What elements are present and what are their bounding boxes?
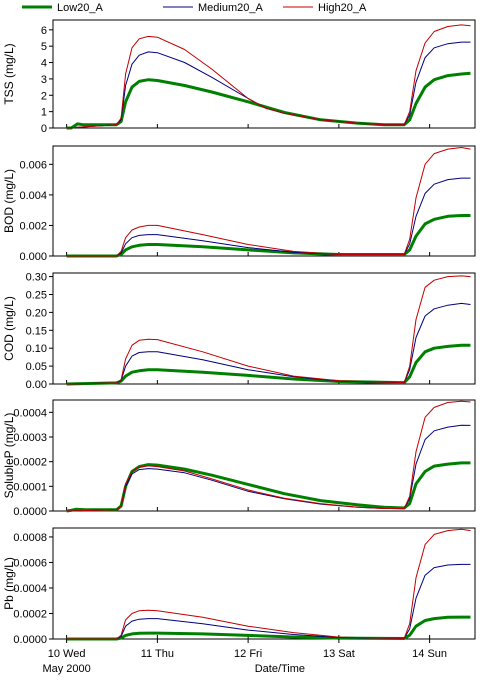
panel-2-y-tick-label: 0.004 [19, 190, 47, 202]
x-tick-label-12: 12 Fri [234, 648, 262, 660]
panel-2-y-tick-label: 0.002 [19, 220, 47, 232]
panel-1-y-axis-label: TSS (mg/L) [2, 43, 16, 104]
panel-4-y-axis-label: SolubleP (mg/L) [2, 413, 16, 499]
panel-5-y-tick-label: 0.0006 [13, 557, 47, 569]
panel-2-y-axis-label: BOD (mg/L) [2, 169, 16, 233]
panel-3-frame [52, 272, 476, 385]
panel-5-y-tick-label: 0.0000 [13, 634, 47, 646]
x-tick-label-10: 10 Wed [48, 648, 86, 660]
panel-3-series-low20-a [66, 343, 471, 386]
panel-1-y-tick-label: 2 [41, 90, 47, 102]
panel-2-frame [52, 145, 476, 257]
panel-5-y-tick-label: 0.0004 [13, 583, 47, 595]
x-tick-label-14: 14 Sun [412, 648, 447, 660]
panel-4-y-tick-label: 0.0004 [13, 407, 47, 419]
panel-5-y-tick-label: 0.0002 [13, 608, 47, 620]
x-tick-label-13: 13 Sat [323, 648, 355, 660]
panel-3-y-tick-label: 0.00 [26, 379, 47, 391]
panel-5-y-tick-label: 0.0008 [13, 532, 47, 544]
legend-label-high20-a: High20_A [318, 2, 367, 14]
panel-5-series-low20-a [66, 615, 471, 641]
panel-3-series-high20-a [66, 275, 471, 385]
x-axis-sub-label: May 2000 [42, 663, 90, 675]
panel-5-series-high20-a [66, 528, 471, 640]
panel-1-y-tick-label: 0 [41, 123, 47, 135]
panel-3-y-tick-label: 0.30 [26, 272, 47, 284]
panel-1-series-high20-a [66, 24, 471, 129]
panel-4-y-tick-label: 0.0002 [13, 457, 47, 469]
panel-3-y-tick-label: 0.15 [26, 325, 47, 337]
legend-label-medium20-a: Medium20_A [198, 2, 263, 14]
panel-2-y-tick-label: 0.000 [19, 251, 47, 263]
panel-1-y-tick-label: 4 [41, 58, 47, 70]
panel-1-y-tick-label: 3 [41, 74, 47, 86]
panel-4-y-tick-label: 0.0001 [13, 481, 47, 493]
panel-2-series-high20-a [66, 147, 471, 257]
panel-4-series-high20-a [66, 400, 471, 512]
panel-3-y-tick-label: 0.20 [26, 307, 47, 319]
panel-2-series-medium20-a [66, 177, 471, 257]
panel-3-y-axis-label: COD (mg/L) [2, 296, 16, 361]
panel-1-y-tick-label: 5 [41, 41, 47, 53]
legend-label-low20-a: Low20_A [57, 2, 104, 14]
panel-4-y-tick-label: 0.0000 [13, 506, 47, 518]
panel-3-y-tick-label: 0.25 [26, 289, 47, 301]
panel-2-y-tick-label: 0.006 [19, 159, 47, 171]
panel-5-series-medium20-a [66, 563, 471, 640]
panel-1-y-tick-label: 1 [41, 107, 47, 119]
panel-3-y-tick-label: 0.05 [26, 361, 47, 373]
x-axis-label: Date/Time [255, 663, 305, 675]
panel-4-y-tick-label: 0.0003 [13, 432, 47, 444]
panel-3-y-tick-label: 0.10 [26, 343, 47, 355]
panel-3-series-medium20-a [66, 302, 471, 385]
panel-1-y-tick-label: 6 [41, 25, 47, 37]
x-tick-label-11: 11 Thu [141, 648, 174, 660]
panel-5-y-axis-label: Pb (mg/L) [2, 557, 16, 610]
panel-2-series-low20-a [66, 214, 471, 258]
panel-5-frame [52, 527, 476, 640]
